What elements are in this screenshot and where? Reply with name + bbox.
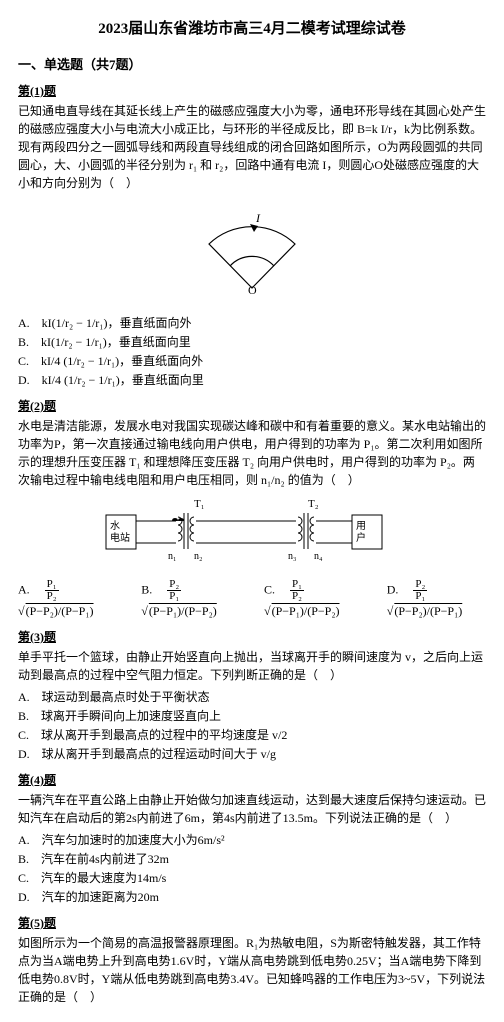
q2-optC: C. P₁P₂ √(P−P₁)/(P−P₂): [264, 579, 363, 620]
q1-optB: B. kI(1/r₂ − 1/r₁)，垂直纸面向里: [18, 333, 486, 351]
q2-optC-sqrt: (P−P₁)/(P−P₂): [271, 604, 340, 618]
q2-stem: 水电是清洁能源，发展水电对我国实现碳达峰和碳中和有着重要的意义。某水电站输出的功…: [18, 417, 486, 489]
q3-optB: B. 球离开手瞬间向上加速度竖直向上: [18, 707, 486, 725]
q3-optD: D. 球从离开手到最高点的过程运动时间大于 v/g: [18, 745, 486, 763]
q1-fig-O: O: [248, 283, 257, 297]
q4-options: A. 汽车匀加速时的加速度大小为6m/s² B. 汽车在前4s内前进了32m C…: [18, 831, 486, 906]
q3-head: 第(3)题: [18, 628, 486, 646]
q5-head: 第(5)题: [18, 914, 486, 932]
q4-optC: C. 汽车的最大速度为14m/s: [18, 869, 486, 887]
q2-optB-sqrt: (P−P₁)/(P−P₂): [148, 604, 217, 618]
q4-optA: A. 汽车匀加速时的加速度大小为6m/s²: [18, 831, 486, 849]
q2-T1: T₁: [194, 498, 205, 510]
q3-stem: 单手平托一个篮球，由静止开始竖直向上抛出，当球离开手的瞬间速度为 v，之后向上运…: [18, 648, 486, 684]
q1-head: 第(1)题: [18, 82, 486, 100]
q2-options: A. P₁P₂ √(P−P₂)/(P−P₁) B. P₂P₁ √(P−P₁)/(…: [18, 579, 486, 620]
q2-head: 第(2)题: [18, 397, 486, 415]
q2-optB-den: P₁: [167, 591, 181, 602]
q2-optC-pre: C.: [264, 582, 287, 596]
q3-options: A. 球运动到最高点时处于平衡状态 B. 球离开手瞬间向上加速度竖直向上 C. …: [18, 688, 486, 763]
q2-optA-pre: A.: [18, 582, 42, 596]
q2-optA-den: P₂: [45, 591, 59, 602]
q2-optA: A. P₁P₂ √(P−P₂)/(P−P₁): [18, 579, 117, 620]
q1-options: A. kI(1/r₂ − 1/r₁)，垂直纸面向外 B. kI(1/r₂ − 1…: [18, 314, 486, 389]
exam-title: 2023届山东省潍坊市高三4月二模考试理综试卷: [18, 18, 486, 41]
q1-fig-I: I: [255, 211, 261, 225]
q2-figure: 水 电站 T₁ n₁ n₂ T₂ n₃ n₄ 用: [18, 493, 486, 573]
q2-optA-sqrt: (P−P₂)/(P−P₁): [25, 604, 94, 618]
q2-optD-sqrt: (P−P₂)/(P−P₁): [393, 604, 462, 618]
q2-n1: n₁: [168, 551, 177, 562]
q4-head: 第(4)题: [18, 771, 486, 789]
q2-label-user-1: 用: [356, 521, 366, 532]
q2-n2: n₂: [194, 551, 203, 562]
q2-optB-pre: B.: [141, 582, 164, 596]
q3-optA: A. 球运动到最高点时处于平衡状态: [18, 688, 486, 706]
q2-label-src-2: 电站: [110, 531, 130, 544]
q3-optC: C. 球从离开手到最高点的过程中的平均速度是 v/2: [18, 726, 486, 744]
q2-optD-den: P₁: [413, 591, 427, 602]
q4-optB: B. 汽车在前4s内前进了32m: [18, 850, 486, 868]
section-1-heading: 一、单选题（共7题）: [18, 55, 486, 75]
q4-optD: D. 汽车的加速距离为20m: [18, 888, 486, 906]
q1-stem: 已知通电直导线在其延长线上产生的磁感应强度大小为零，通电环形导线在其圆心处产生的…: [18, 102, 486, 192]
q2-n3: n₃: [288, 551, 297, 562]
q1-figure: O I: [18, 196, 486, 308]
q1-optC: C. kI/4 (1/r₂ − 1/r₁)，垂直纸面向外: [18, 352, 486, 370]
q2-label-src-1: 水: [110, 520, 120, 532]
q1-optD: D. kI/4 (1/r₂ − 1/r₁)，垂直纸面向里: [18, 371, 486, 389]
q2-n4: n₄: [314, 551, 323, 562]
q2-optB: B. P₂P₁ √(P−P₁)/(P−P₂): [141, 579, 240, 620]
q1-optA: A. kI(1/r₂ − 1/r₁)，垂直纸面向外: [18, 314, 486, 332]
q5-stem: 如图所示为一个简易的高温报警器原理图。R₁为热敏电阻，S为斯密特触发器，其工作特…: [18, 934, 486, 1006]
q2-optD: D. P₂P₁ √(P−P₂)/(P−P₁): [387, 579, 486, 620]
q4-stem: 一辆汽车在平直公路上由静止开始做匀加速直线运动，达到最大速度后保持匀速运动。已知…: [18, 791, 486, 827]
q2-optC-den: P₂: [290, 591, 304, 602]
q2-optD-pre: D.: [387, 582, 411, 596]
q2-label-user-2: 户: [356, 531, 366, 544]
q2-T2: T₂: [308, 498, 319, 510]
